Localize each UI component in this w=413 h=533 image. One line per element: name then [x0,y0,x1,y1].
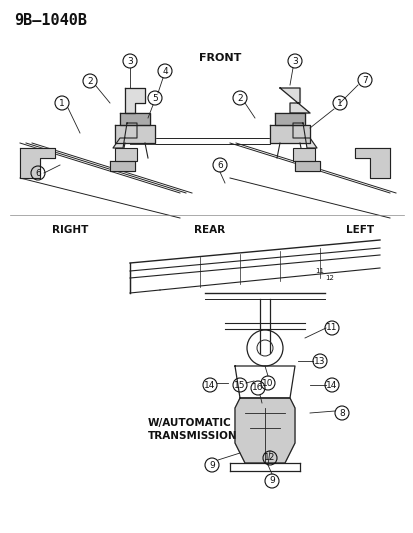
Text: 12: 12 [324,275,333,281]
Polygon shape [125,88,145,113]
Text: 9: 9 [209,461,214,470]
Text: 7: 7 [361,76,367,85]
Text: 8: 8 [338,408,344,417]
Text: 1: 1 [59,99,65,108]
Text: 14: 14 [325,381,337,390]
Text: 1: 1 [336,99,342,108]
FancyBboxPatch shape [292,148,314,161]
Text: 12: 12 [263,454,275,463]
Polygon shape [235,398,294,463]
Text: 16: 16 [252,384,263,392]
Text: 4: 4 [162,67,167,76]
Polygon shape [279,88,309,113]
Text: FRONT: FRONT [198,53,241,63]
Text: W/AUTOMATIC
TRANSMISSION: W/AUTOMATIC TRANSMISSION [147,418,237,441]
Text: 5: 5 [152,93,157,102]
Polygon shape [274,113,304,125]
Text: 3: 3 [292,56,297,66]
Polygon shape [354,148,389,178]
Text: 2: 2 [237,93,242,102]
Text: LEFT: LEFT [345,225,373,235]
Text: 6: 6 [35,168,41,177]
Text: 13: 13 [313,357,325,366]
Text: RIGHT: RIGHT [52,225,88,235]
Text: 11: 11 [314,268,323,274]
Polygon shape [294,161,319,171]
FancyBboxPatch shape [115,148,137,161]
Text: 3: 3 [127,56,133,66]
Text: 2: 2 [87,77,93,85]
Text: REAR: REAR [194,225,225,235]
Text: 11: 11 [325,324,337,333]
Polygon shape [269,125,309,143]
Text: 9: 9 [268,477,274,486]
Polygon shape [110,161,135,171]
Text: 9B–1040B: 9B–1040B [14,13,87,28]
Text: 15: 15 [234,381,245,390]
Text: 6: 6 [216,160,222,169]
Text: 14: 14 [204,381,215,390]
Polygon shape [20,148,55,178]
Polygon shape [120,113,150,125]
Polygon shape [292,123,316,148]
Polygon shape [115,125,154,143]
Text: 10: 10 [261,378,273,387]
Polygon shape [113,123,137,148]
